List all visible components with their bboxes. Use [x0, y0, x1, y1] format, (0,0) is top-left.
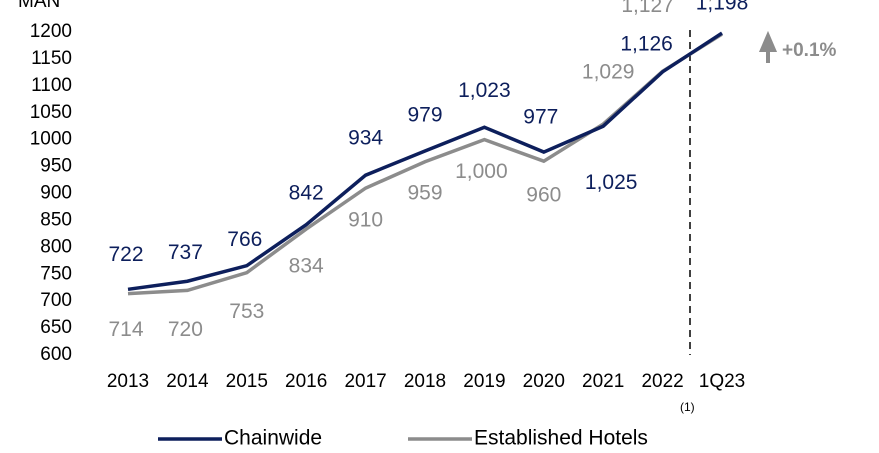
value-label: 934	[348, 127, 383, 150]
y-axis-label: MAN	[18, 0, 60, 12]
y-tick-label: 900	[40, 183, 72, 204]
legend-label: Established Hotels	[474, 427, 648, 450]
value-label: 1,029	[582, 61, 635, 84]
y-tick-label: 650	[40, 317, 72, 338]
footnote: (1)	[680, 400, 695, 414]
value-label: 1,025	[585, 171, 638, 194]
x-tick-label: 2017	[344, 371, 386, 392]
x-tick-label: 2016	[285, 371, 327, 392]
annotation: +0.1%	[782, 40, 837, 61]
y-tick-label: 1150	[31, 48, 72, 69]
value-label: 1,196	[696, 0, 749, 4]
value-label: 910	[348, 209, 383, 232]
value-label: 1,126	[620, 32, 673, 55]
value-label: 1,023	[458, 79, 511, 102]
y-tick-label: 600	[40, 344, 72, 365]
x-tick-label: 2021	[582, 371, 624, 392]
y-tick-label: 800	[40, 236, 72, 257]
legend-label: Chainwide	[224, 427, 322, 450]
value-label: 1,198	[696, 0, 749, 15]
y-tick-label: 750	[40, 263, 72, 284]
value-label: 714	[108, 318, 143, 341]
value-label: 959	[407, 181, 442, 204]
value-label: 720	[168, 318, 203, 341]
value-label: 979	[407, 104, 442, 127]
x-tick-label: 2015	[226, 371, 268, 392]
y-tick-label: 850	[40, 209, 72, 230]
x-tick-label: 2013	[107, 371, 149, 392]
y-tick-label: 1000	[30, 129, 72, 150]
y-tick-label: 1200	[30, 21, 72, 42]
x-tick-label: 2019	[463, 371, 505, 392]
value-label: 722	[108, 243, 143, 266]
value-label: 960	[526, 184, 561, 207]
value-label: 842	[289, 181, 324, 204]
x-tick-label: 2022	[641, 371, 683, 392]
value-label: 1,000	[455, 160, 508, 183]
y-tick-label: 1050	[30, 102, 72, 123]
arrow-up	[758, 30, 778, 63]
y-tick-label: 950	[40, 156, 72, 177]
value-label: 753	[229, 300, 264, 323]
x-tick-label: 1Q23	[699, 371, 745, 392]
y-tick-label: 700	[40, 290, 72, 311]
x-tick-label: 2020	[523, 371, 565, 392]
value-label: 977	[523, 106, 558, 129]
x-tick-label: 2014	[166, 371, 209, 392]
line	[127, 31, 723, 292]
x-tick-label: 2018	[404, 371, 446, 392]
y-tick-label: 1100	[31, 75, 72, 96]
value-label: 1,127	[621, 0, 674, 17]
value-label: 737	[168, 241, 203, 264]
value-label: 834	[289, 255, 324, 278]
value-label: 766	[227, 228, 262, 251]
